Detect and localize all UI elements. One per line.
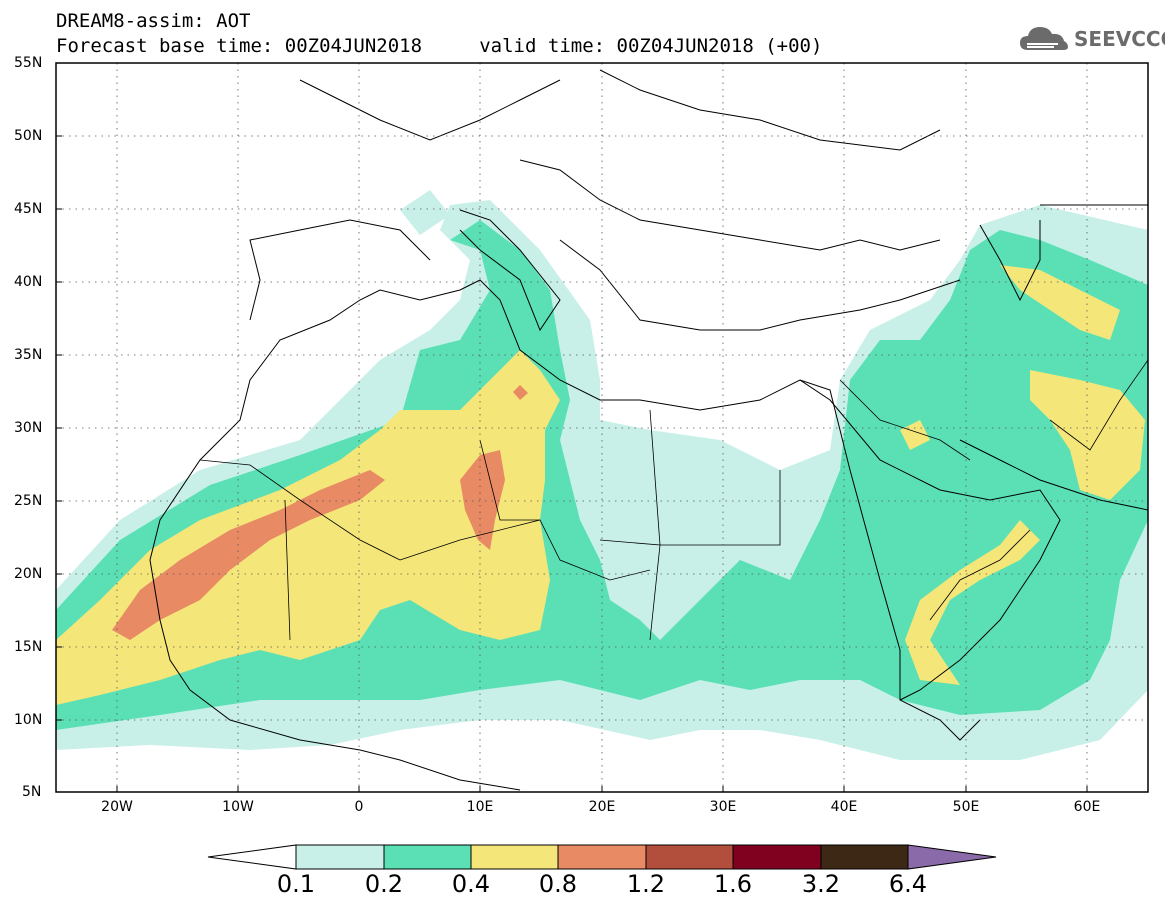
lat-label-45n: 45N [14,201,43,217]
lat-label-20n: 20N [14,566,43,582]
forecast-time-line: Forecast base time: 00Z04JUN2018 valid t… [56,35,823,57]
axis-ticks [56,135,1088,792]
lat-label-15n: 15N [14,639,43,655]
lat-label-40n: 40N [14,274,43,290]
lon-label-20e: 20E [588,799,616,815]
colorbar-swatch-1 [383,844,472,870]
colorbar-label-0-1: 0.1 [276,870,316,898]
lat-label-50n: 50N [14,128,43,144]
lat-label-10n: 10N [14,712,43,728]
country-borders [199,359,1148,641]
colorbar-low-arrow [207,844,297,870]
lon-label-60e: 60E [1073,799,1101,815]
colorbar-swatch-6 [820,844,909,870]
lon-label-30e: 30E [709,799,737,815]
logo-text: SEEVCCC [1074,27,1165,51]
colorbar-label-0-8: 0.8 [538,870,578,898]
lon-label-10e: 10E [466,799,494,815]
lon-label-40e: 40E [830,799,858,815]
colorbar-label-1-6: 1.6 [713,870,753,898]
colorbar-label-1-2: 1.2 [626,870,666,898]
cloud-icon [1020,27,1068,50]
lat-label-30n: 30N [14,420,43,436]
aot-level-0-4 [56,265,1145,705]
lat-label-5n: 5N [22,784,42,800]
lat-label-55n: 55N [14,55,43,71]
gridlines [56,63,1148,792]
colorbar-swatch-3 [557,844,647,870]
colorbar-label-6-4: 6.4 [888,870,928,898]
colorbar-swatch-0 [295,844,385,870]
map-title: DREAM8-assim: AOT [56,10,251,32]
colorbar-swatch-5 [732,844,822,870]
colorbar [207,844,997,870]
colorbar-label-3-2: 3.2 [801,870,841,898]
lat-label-35n: 35N [14,347,43,363]
lat-label-25n: 25N [14,493,43,509]
lon-label-0: 0 [354,799,364,815]
seevccc-logo: SEEVCCC [1018,22,1165,56]
coastlines [149,69,1148,791]
aot-level-0-8 [112,385,528,640]
colorbar-high-arrow [907,844,997,870]
colorbar-swatch-4 [645,844,734,870]
colorbar-swatch-2 [470,844,559,870]
colorbar-label-0-2: 0.2 [364,870,404,898]
lon-label-50e: 50E [952,799,980,815]
lon-label-10w: 10W [222,799,254,815]
lon-label-20w: 20W [101,799,133,815]
colorbar-label-0-4: 0.4 [451,870,491,898]
